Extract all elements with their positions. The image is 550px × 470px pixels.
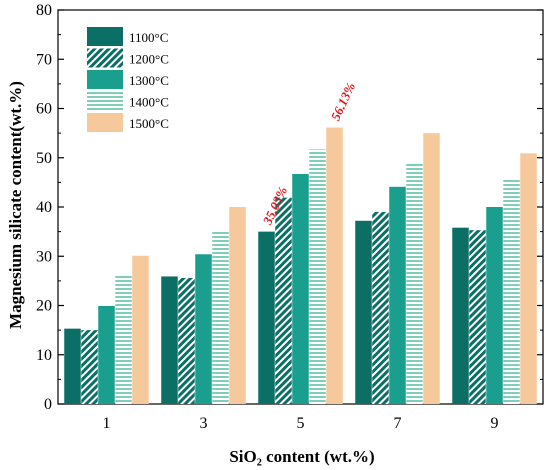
bar — [406, 162, 423, 404]
y-tick-label: 80 — [36, 2, 52, 19]
bar — [309, 149, 326, 404]
x-axis-title: SiO₂ content (wt.%) — [229, 447, 374, 466]
bar — [81, 330, 98, 404]
bar — [423, 133, 440, 404]
x-tick-label: 7 — [394, 415, 402, 432]
y-tick-label: 30 — [36, 248, 52, 265]
bar — [326, 127, 343, 404]
legend-label: 1500°C — [129, 116, 169, 131]
x-tick-label: 3 — [200, 415, 208, 432]
bars — [64, 127, 537, 404]
bar — [229, 207, 246, 404]
bar — [389, 186, 406, 404]
bar — [275, 197, 292, 404]
bar — [195, 254, 212, 404]
bar — [372, 211, 389, 404]
bar — [292, 174, 309, 404]
bar — [64, 328, 81, 404]
legend-label: 1200°C — [129, 52, 169, 67]
bar — [503, 177, 520, 404]
bar — [132, 255, 149, 404]
bar — [98, 305, 115, 404]
bar — [161, 276, 178, 404]
legend-swatch — [87, 48, 123, 68]
y-tick-label: 10 — [36, 347, 52, 364]
x-tick-label: 9 — [491, 415, 499, 432]
bar — [178, 277, 195, 404]
bar — [258, 231, 275, 404]
bar — [469, 230, 486, 404]
x-tick-label: 1 — [103, 415, 111, 432]
y-tick-label: 60 — [36, 101, 52, 118]
annotation-label: 56.13% — [328, 80, 359, 123]
bar — [212, 230, 229, 404]
y-tick-label: 0 — [44, 396, 52, 413]
legend-swatch — [87, 113, 123, 132]
y-tick-label: 70 — [36, 51, 52, 68]
legend-label: 1300°C — [129, 73, 169, 88]
bar — [486, 207, 503, 404]
legend-label: 1400°C — [129, 95, 169, 110]
y-axis-title: Magnesium silicate content(wt.%) — [6, 81, 25, 329]
bar — [355, 220, 372, 404]
legend: 1100°C 1200°C 1300°C 1400°C 1500°C — [87, 27, 169, 132]
bar — [115, 275, 132, 404]
x-tick-label: 5 — [297, 415, 305, 432]
y-tick-label: 50 — [36, 150, 52, 167]
legend-label: 1100°C — [129, 30, 168, 45]
y-tick-label: 20 — [36, 298, 52, 315]
legend-swatch — [87, 70, 123, 89]
y-tick-label: 40 — [36, 199, 52, 216]
legend-swatch — [87, 27, 123, 46]
bar — [520, 153, 537, 404]
legend-swatch — [87, 91, 123, 111]
bar — [452, 227, 469, 404]
